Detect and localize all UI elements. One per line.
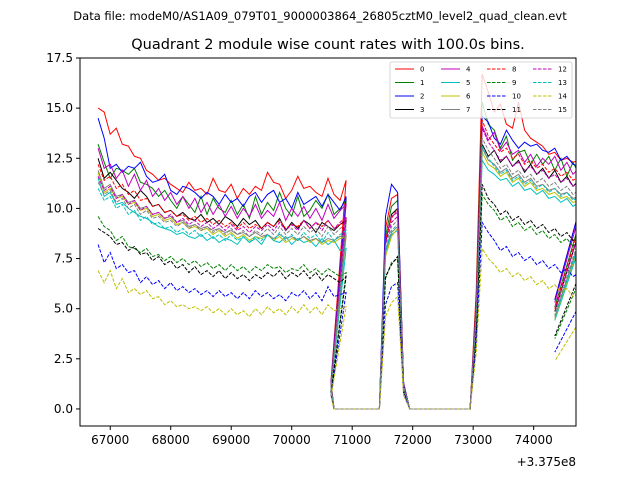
- plot-area: [97, 73, 576, 410]
- series-line-0: [97, 73, 576, 410]
- legend-label-15: 15: [558, 106, 567, 114]
- y-tick-label: 7.5: [54, 252, 73, 266]
- series-line-4: [97, 126, 576, 410]
- x-tick-label: 68000: [152, 433, 190, 447]
- legend-label-5: 5: [466, 79, 470, 87]
- x-tick-label: 72000: [394, 433, 432, 447]
- y-tick-label: 15.0: [46, 101, 73, 115]
- series-line-8: [97, 120, 576, 410]
- series-line-15: [97, 137, 576, 410]
- legend-frame: [389, 61, 573, 119]
- y-tick-label: 5.0: [54, 302, 73, 316]
- legend-label-13: 13: [558, 79, 567, 87]
- y-tick-label: 2.5: [54, 352, 73, 366]
- legend-label-14: 14: [558, 93, 567, 101]
- legend-label-8: 8: [512, 66, 516, 74]
- y-tick-label: 12.5: [46, 151, 73, 165]
- series-line-12: [97, 128, 576, 410]
- series-line-1: [97, 101, 576, 410]
- legend-label-2: 2: [420, 93, 424, 101]
- y-tick-label: 17.5: [46, 51, 73, 65]
- series-line-2: [97, 115, 576, 410]
- x-offset-label: +3.375e8: [517, 455, 576, 469]
- axis-ticks: 67000 68000 69000 70000 71000 72000 73000 74000…: [46, 51, 552, 447]
- y-tick-label: 0.0: [54, 402, 73, 416]
- x-tick-label: 70000: [273, 433, 311, 447]
- legend-label-11: 11: [512, 106, 521, 114]
- legend-label-7: 7: [466, 106, 470, 114]
- x-tick-label: 71000: [333, 433, 371, 447]
- series-line-9: [97, 192, 576, 410]
- series-line-11: [97, 184, 576, 410]
- y-tick-label: 10.0: [46, 201, 73, 215]
- x-tick-label: 67000: [91, 433, 129, 447]
- legend-label-3: 3: [420, 106, 424, 114]
- legend-label-4: 4: [466, 66, 471, 74]
- x-tick-label: 74000: [515, 433, 553, 447]
- chart-suptitle: Data file: modeM0/AS1A09_079T01_90000038…: [73, 9, 567, 23]
- series-line-13: [97, 145, 576, 410]
- plot-frame: [79, 57, 577, 427]
- chart-title: Quadrant 2 module wise count rates with …: [131, 37, 525, 53]
- series-line-6: [97, 150, 576, 410]
- legend-label-10: 10: [512, 93, 521, 101]
- series-line-14: [97, 246, 576, 410]
- legend-label-1: 1: [420, 79, 424, 87]
- legend-label-0: 0: [420, 66, 424, 74]
- legend-label-6: 6: [466, 93, 471, 101]
- series-line-3: [97, 143, 576, 410]
- series-line-10: [97, 220, 576, 410]
- legend-label-9: 9: [512, 79, 516, 87]
- series-line-7: [97, 147, 576, 410]
- x-tick-label: 73000: [454, 433, 492, 447]
- legend-label-12: 12: [558, 66, 567, 74]
- series-line-5: [97, 158, 576, 410]
- x-tick-label: 69000: [212, 433, 250, 447]
